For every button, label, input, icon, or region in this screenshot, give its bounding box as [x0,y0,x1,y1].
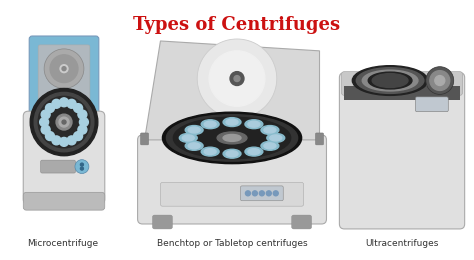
Circle shape [38,96,90,148]
Circle shape [430,71,450,90]
Circle shape [81,167,83,170]
Ellipse shape [217,132,247,144]
FancyBboxPatch shape [23,111,105,204]
Text: Ultracentrifuges: Ultracentrifuges [365,239,438,248]
Ellipse shape [368,72,412,89]
FancyBboxPatch shape [339,73,465,229]
Text: Benchtop or Tabletop centrifuges: Benchtop or Tabletop centrifuges [157,239,308,248]
Ellipse shape [362,70,418,91]
Circle shape [41,110,50,119]
Ellipse shape [188,127,200,133]
Circle shape [46,104,55,113]
Circle shape [40,118,49,127]
Ellipse shape [264,127,276,133]
Ellipse shape [173,117,291,159]
FancyBboxPatch shape [23,192,105,210]
Polygon shape [145,41,319,140]
Circle shape [59,117,69,127]
Ellipse shape [245,120,263,129]
Circle shape [81,163,83,166]
Ellipse shape [270,135,282,141]
Circle shape [62,67,66,71]
Ellipse shape [261,141,279,150]
FancyBboxPatch shape [316,133,323,145]
Circle shape [435,76,445,86]
FancyBboxPatch shape [345,87,460,100]
Ellipse shape [248,121,260,127]
Ellipse shape [261,126,279,134]
FancyBboxPatch shape [153,215,173,229]
Circle shape [41,125,50,134]
Circle shape [60,65,68,73]
FancyBboxPatch shape [38,45,90,114]
Circle shape [197,39,277,118]
Circle shape [67,99,76,108]
Ellipse shape [245,147,263,156]
Ellipse shape [223,149,241,158]
Circle shape [52,99,61,108]
Ellipse shape [264,143,276,149]
FancyBboxPatch shape [141,133,148,145]
Circle shape [44,49,84,88]
Circle shape [426,67,454,94]
Circle shape [60,138,69,146]
Ellipse shape [185,126,203,134]
Circle shape [73,132,82,140]
Ellipse shape [188,143,200,149]
FancyBboxPatch shape [29,36,99,123]
Circle shape [56,114,72,130]
Circle shape [259,191,264,196]
Circle shape [75,160,89,173]
Circle shape [73,104,82,113]
Circle shape [266,191,271,196]
FancyBboxPatch shape [415,97,448,112]
FancyBboxPatch shape [341,72,463,95]
Circle shape [50,55,78,82]
Ellipse shape [248,149,260,155]
Circle shape [246,191,250,196]
Circle shape [253,191,257,196]
FancyBboxPatch shape [292,215,311,229]
Circle shape [30,88,98,156]
Ellipse shape [356,68,424,93]
Circle shape [78,110,87,119]
Circle shape [78,125,87,134]
Ellipse shape [179,133,197,142]
Ellipse shape [226,151,238,157]
Ellipse shape [201,147,219,156]
Ellipse shape [267,133,285,142]
Ellipse shape [166,115,298,161]
Circle shape [209,51,265,106]
Ellipse shape [204,149,216,155]
FancyBboxPatch shape [137,135,327,224]
Ellipse shape [182,135,194,141]
FancyBboxPatch shape [41,160,75,173]
Circle shape [62,120,66,124]
Circle shape [234,76,240,82]
Circle shape [46,132,55,140]
Ellipse shape [163,112,301,164]
Circle shape [273,191,278,196]
Circle shape [80,118,88,127]
Ellipse shape [226,119,238,125]
Circle shape [60,98,69,107]
Ellipse shape [223,118,241,127]
Ellipse shape [352,66,428,95]
Text: Types of Centrifuges: Types of Centrifuges [134,16,340,34]
Circle shape [67,136,76,145]
Ellipse shape [185,141,203,150]
Ellipse shape [201,120,219,129]
Ellipse shape [372,74,408,87]
Ellipse shape [204,121,216,127]
FancyBboxPatch shape [161,183,304,206]
Ellipse shape [223,134,241,141]
Circle shape [230,72,244,86]
Circle shape [52,136,61,145]
FancyBboxPatch shape [240,186,283,201]
Circle shape [34,92,94,152]
Text: Microcentrifuge: Microcentrifuge [27,239,98,248]
